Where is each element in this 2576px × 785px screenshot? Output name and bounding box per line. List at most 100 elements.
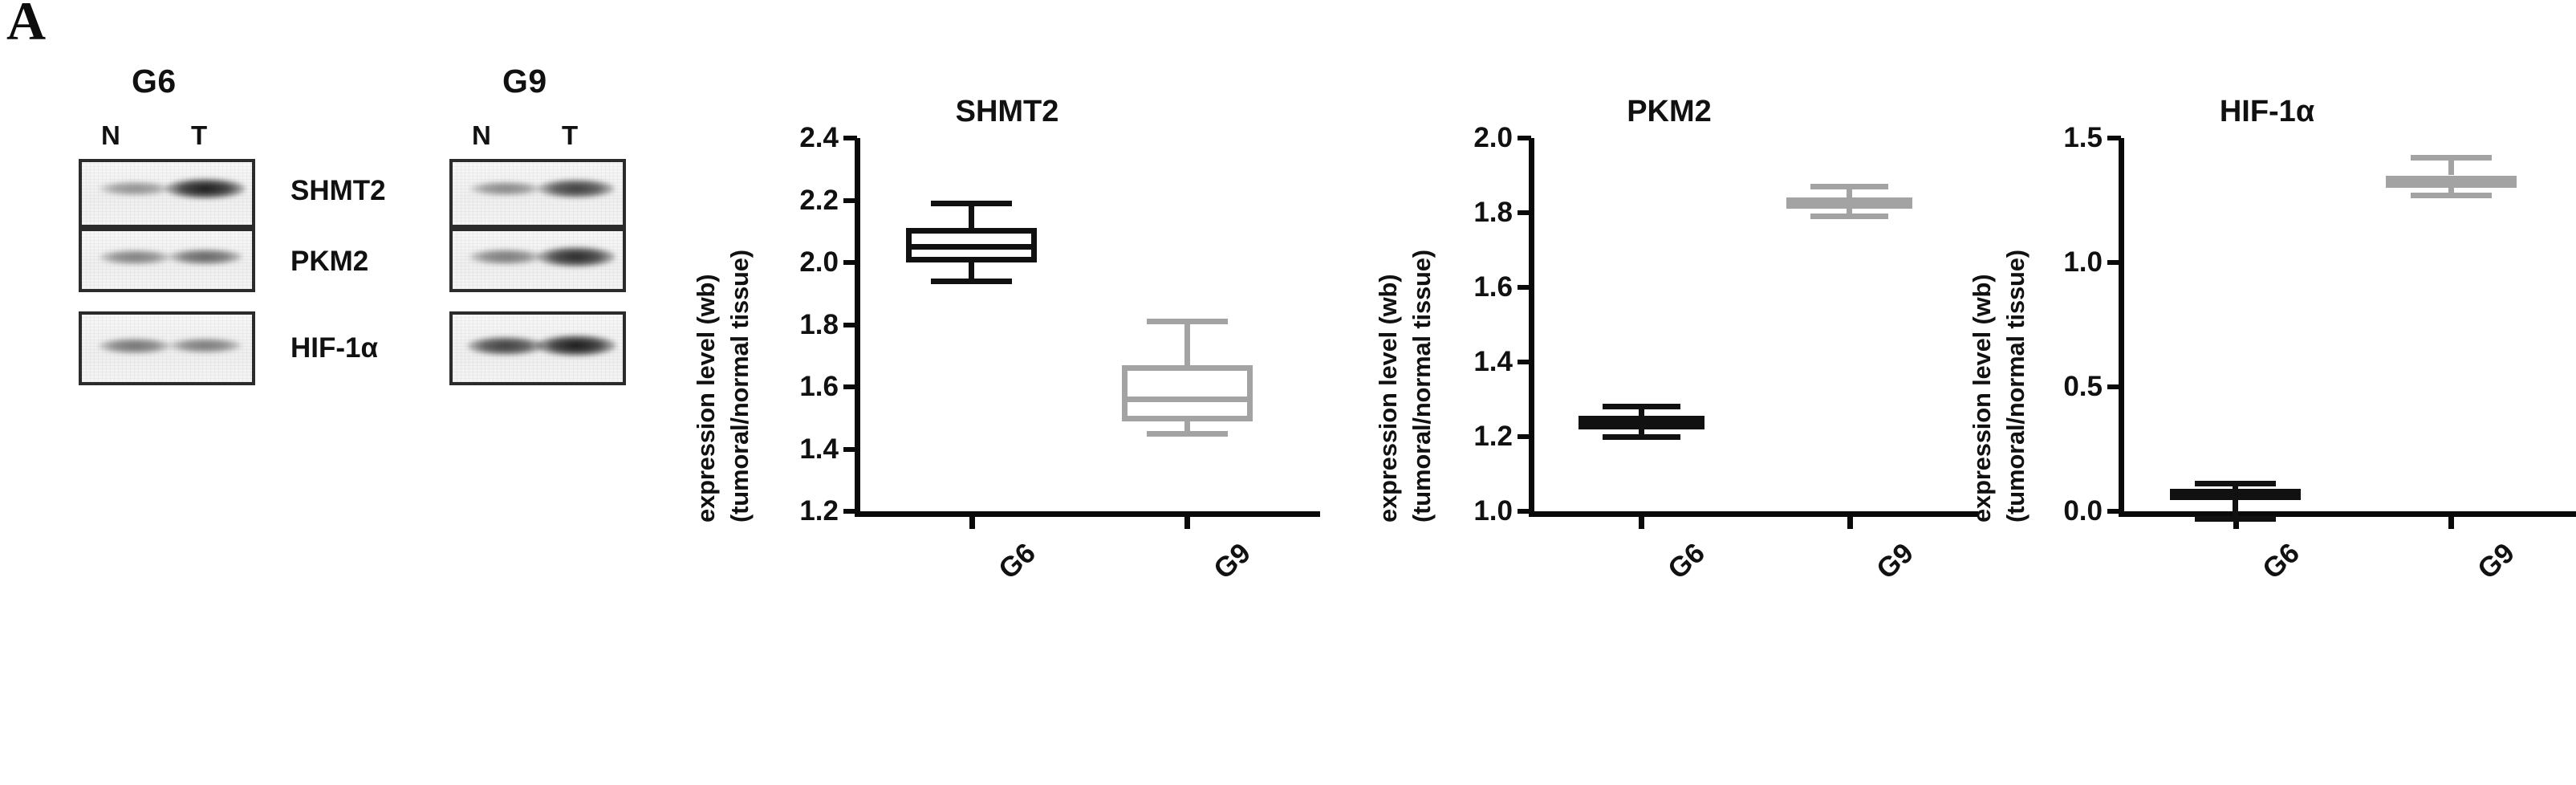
whisker-lower-stem bbox=[2233, 498, 2239, 519]
whisker-upper-stem bbox=[2448, 157, 2454, 176]
y-tick-label: 1.4 bbox=[1473, 346, 1513, 377]
plot-area: 1.0 1.2 1.4 1.6 1.8 2.0 G6 G9 bbox=[1473, 122, 1978, 585]
x-tick-label-g6: G6 bbox=[2256, 537, 2306, 586]
blot-group-label-g9: G9 bbox=[502, 63, 547, 100]
whisker-lower-cap bbox=[1147, 430, 1228, 437]
median-line bbox=[1786, 200, 1912, 206]
y-tick-label: 2.2 bbox=[799, 184, 839, 216]
x-tick-label-g9: G9 bbox=[1208, 537, 1258, 586]
x-tick-label-g6: G6 bbox=[992, 537, 1042, 586]
whisker-upper-stem bbox=[1847, 186, 1853, 198]
blot-protein-label-shmt2: SHMT2 bbox=[291, 175, 386, 206]
y-tick bbox=[1518, 360, 1531, 364]
x-tick bbox=[2448, 517, 2455, 529]
y-tick-label: 1.8 bbox=[799, 308, 839, 340]
whisker-lower-cap bbox=[2195, 515, 2276, 522]
whisker-upper-cap bbox=[2195, 481, 2276, 487]
blot-gel-g6-pkm2 bbox=[79, 228, 255, 292]
blot-band bbox=[100, 181, 170, 196]
blot-band bbox=[537, 246, 616, 267]
y-axis-line bbox=[2119, 138, 2124, 516]
y-tick bbox=[843, 509, 857, 514]
y-tick bbox=[1518, 434, 1531, 439]
plot-area: 1.2 1.4 1.6 1.8 2.0 2.2 2.4 G6 G9 bbox=[799, 122, 1320, 585]
whisker-upper-cap bbox=[931, 200, 1012, 206]
blot-band bbox=[169, 337, 242, 354]
y-axis-label-line1: expression level (wb) bbox=[1968, 274, 1996, 523]
y-tick bbox=[843, 136, 857, 140]
blot-lane-label-g9-t: T bbox=[562, 120, 579, 150]
chart-pkm2: PKM2 expression level (wb) (tumoral/normal… bbox=[1364, 90, 1978, 784]
x-tick bbox=[2233, 517, 2239, 529]
y-tick-label: 2.0 bbox=[799, 246, 839, 278]
blot-band bbox=[469, 249, 542, 265]
chart-title: HIF-1α bbox=[2219, 95, 2315, 128]
blot-band bbox=[169, 248, 242, 266]
y-tick-label: 2.4 bbox=[799, 122, 839, 153]
whisker-upper-cap bbox=[1147, 319, 1228, 325]
blot-gel-g9-pkm2 bbox=[449, 228, 626, 292]
whisker-lower-stem bbox=[1184, 421, 1190, 434]
y-tick bbox=[2107, 509, 2121, 514]
y-tick-label: 1.0 bbox=[1473, 495, 1513, 527]
y-axis-label-line1: expression level (wb) bbox=[1374, 274, 1402, 523]
x-tick bbox=[1639, 517, 1645, 529]
chart-shmt2: SHMT2 expression level (wb) (tumoral/norma… bbox=[682, 90, 1332, 784]
whisker-lower-stem bbox=[969, 262, 975, 282]
chart-title: SHMT2 bbox=[955, 95, 1059, 128]
panel-letter: A bbox=[6, 0, 47, 51]
y-tick bbox=[1518, 136, 1531, 140]
y-tick bbox=[1518, 210, 1531, 215]
median-line bbox=[2386, 178, 2517, 185]
plot-area: 0.0 0.5 1.0 1.5 G6 G9 bbox=[2063, 122, 2576, 585]
blot-lane-label-g9-n: N bbox=[472, 120, 491, 150]
blot-band bbox=[536, 335, 616, 356]
boxplot-g6 bbox=[1529, 138, 1962, 511]
whisker-lower-cap bbox=[1602, 433, 1680, 440]
x-tick-label-g6: G6 bbox=[1662, 537, 1712, 586]
y-tick-label: 1.2 bbox=[799, 495, 839, 527]
boxplot-g6 bbox=[2119, 138, 2568, 522]
boxplot-g9 bbox=[2119, 138, 2568, 511]
x-tick bbox=[1184, 517, 1191, 529]
whisker-upper-cap bbox=[1810, 183, 1889, 189]
blot-lane-label-g6-n: N bbox=[101, 120, 120, 150]
x-axis-line bbox=[2119, 511, 2576, 517]
y-tick-label: 1.4 bbox=[799, 433, 839, 465]
blot-gel-g9-hif1 bbox=[449, 311, 626, 385]
whisker-lower-cap bbox=[1810, 214, 1889, 220]
y-axis-label-line1: expression level (wb) bbox=[692, 274, 720, 523]
y-tick bbox=[2107, 136, 2121, 140]
blot-band bbox=[467, 336, 544, 356]
y-tick-label: 1.0 bbox=[2063, 246, 2103, 278]
blot-gel-g6-hif1 bbox=[79, 311, 255, 385]
median-line bbox=[1579, 421, 1704, 427]
blot-gel-g9-shmt2 bbox=[449, 159, 626, 228]
y-tick bbox=[843, 260, 857, 265]
blot-band bbox=[99, 249, 171, 265]
blot-band bbox=[469, 181, 542, 196]
boxplot-g9 bbox=[1529, 138, 1962, 511]
blot-protein-label-pkm2: PKM2 bbox=[291, 246, 369, 277]
y-axis-line bbox=[1529, 138, 1534, 516]
y-tick-label: 0.0 bbox=[2063, 495, 2103, 527]
y-tick bbox=[843, 197, 857, 203]
whisker-upper-cap bbox=[2411, 155, 2492, 161]
blot-group-label-g6: G6 bbox=[132, 63, 177, 100]
y-tick bbox=[843, 446, 857, 452]
whisker-upper-stem bbox=[1638, 406, 1644, 417]
blot-lane-label-g6-t: T bbox=[191, 120, 208, 150]
y-tick-label: 2.0 bbox=[1473, 122, 1513, 153]
x-tick bbox=[969, 517, 975, 529]
y-tick bbox=[843, 384, 857, 389]
y-tick-label: 1.6 bbox=[1473, 271, 1513, 303]
whisker-upper-stem bbox=[969, 203, 975, 229]
x-tick bbox=[1847, 517, 1853, 529]
blot-gel-g6-shmt2 bbox=[79, 159, 255, 228]
boxplot-g9 bbox=[855, 138, 1304, 511]
y-tick bbox=[2107, 260, 2121, 265]
y-tick bbox=[2107, 384, 2121, 389]
x-tick-label-g9: G9 bbox=[1870, 537, 1920, 586]
x-tick-label-g9: G9 bbox=[2472, 537, 2521, 586]
boxplot-g6 bbox=[855, 138, 1304, 511]
